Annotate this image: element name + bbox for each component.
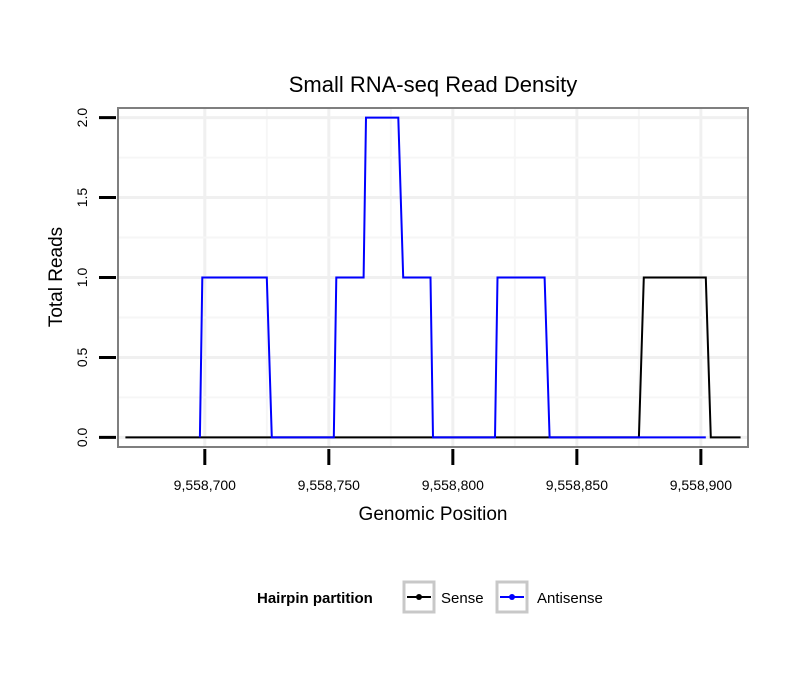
y-axis-label: Total Reads	[46, 227, 67, 327]
x-tick-label: 9,558,900	[670, 477, 732, 493]
x-axis-label: Genomic Position	[359, 504, 508, 525]
y-tick-label: 1.0	[74, 268, 90, 288]
legend-point-sense	[416, 594, 422, 600]
legend-entry-sense[interactable]: Sense	[402, 580, 484, 614]
legend-label-sense: Sense	[441, 590, 484, 607]
series-line-antisense	[198, 116, 706, 439]
y-tick-label: 0.5	[74, 348, 90, 368]
x-tick-label: 9,558,850	[546, 477, 608, 493]
legend: Hairpin partition Sense Antisense	[257, 580, 603, 614]
x-axis: 9,558,700 9,558,750 9,558,800 9,558,850 9,55…	[174, 449, 732, 493]
x-tick-label: 9,558,700	[174, 477, 236, 493]
plot-border	[117, 107, 749, 448]
y-tick-label: 1.5	[74, 188, 90, 208]
legend-label-antisense: Antisense	[537, 590, 603, 607]
series-layer	[125, 116, 741, 439]
chart-title: Small RNA-seq Read Density	[289, 72, 578, 97]
y-tick-label: 0.0	[74, 427, 90, 447]
legend-entry-antisense[interactable]: Antisense	[495, 580, 603, 614]
y-axis: 0.0 0.5 1.0 1.5 2.0	[74, 108, 116, 447]
x-tick-label: 9,558,750	[298, 477, 360, 493]
legend-title: Hairpin partition	[257, 590, 373, 607]
legend-point-antisense	[509, 594, 515, 600]
y-tick-label: 2.0	[74, 108, 90, 128]
x-tick-label: 9,558,800	[422, 477, 484, 493]
